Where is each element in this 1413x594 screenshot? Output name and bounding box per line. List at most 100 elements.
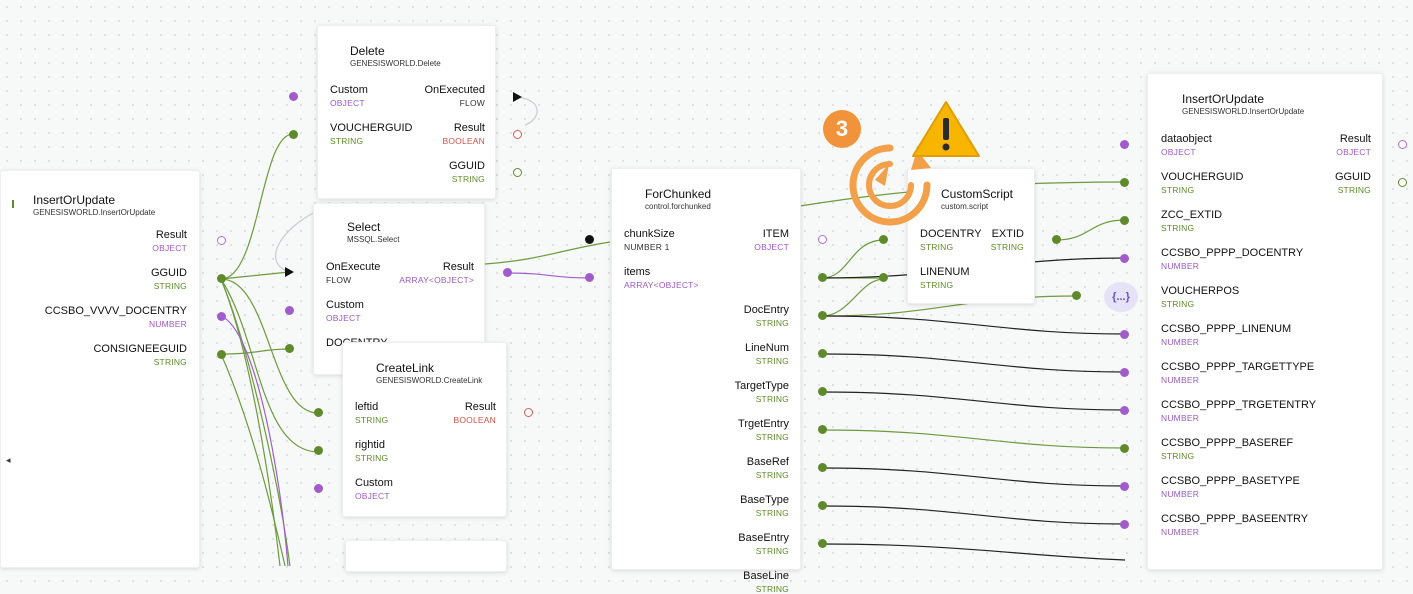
port-forchunked-items[interactable] bbox=[585, 273, 594, 282]
port-createlink-custom[interactable] bbox=[314, 484, 323, 493]
port-forchunked-baseref[interactable] bbox=[818, 425, 827, 434]
port-label-docentry: DocEntry bbox=[743, 304, 789, 316]
port-label-ccsbo-pppp-baseref: CCSBO_PPPP_BASEREF bbox=[1161, 437, 1294, 449]
port-label-onexecute: OnExecute bbox=[326, 261, 381, 273]
port-customscript-linenum[interactable] bbox=[879, 273, 888, 282]
port-type-consigneeguid: STRING bbox=[153, 357, 187, 367]
port-insert-dataobject[interactable] bbox=[1120, 140, 1129, 149]
flow-arrow-icon[interactable] bbox=[285, 267, 294, 277]
port-type-targettype: STRING bbox=[755, 394, 789, 404]
port-forchunked-chunksize[interactable] bbox=[585, 235, 594, 244]
warning-icon[interactable] bbox=[910, 98, 982, 160]
port-forchunked-docentry[interactable] bbox=[818, 273, 827, 282]
port-insert-zcc-extid[interactable] bbox=[1120, 216, 1129, 225]
port-createlink-leftid[interactable] bbox=[314, 408, 323, 417]
port-forchunked-trgetentry[interactable] bbox=[818, 387, 827, 396]
node-subtitle: GENESISWORLD.Delete bbox=[350, 59, 441, 68]
port-right-gguid[interactable] bbox=[1398, 178, 1407, 187]
port-select-result[interactable] bbox=[503, 268, 512, 277]
port-forchunked-targettype[interactable] bbox=[818, 349, 827, 358]
port-type-baseref: STRING bbox=[755, 470, 789, 480]
port-forchunked-baseline[interactable] bbox=[818, 539, 827, 548]
port-delete-gguid[interactable] bbox=[513, 168, 522, 177]
port-type-dataobject: OBJECT bbox=[1161, 147, 1196, 157]
port-right-result[interactable] bbox=[1398, 140, 1407, 149]
port-type-trgetentry: STRING bbox=[755, 432, 789, 442]
port-type-zcc-extid: STRING bbox=[1161, 223, 1195, 233]
port-type-custom: OBJECT bbox=[355, 491, 390, 501]
forchunked-node[interactable]: ForChunked control.forchunked chunkSize … bbox=[611, 168, 801, 594]
hidden-node-stub[interactable] bbox=[345, 540, 507, 572]
port-select-docentry[interactable] bbox=[285, 344, 294, 353]
port-insert-ccsbo-pppp-baseref[interactable] bbox=[1120, 444, 1129, 453]
port-type-gguid: STRING bbox=[1337, 185, 1371, 195]
port-type-docentry: STRING bbox=[755, 318, 789, 328]
port-insert-ccsbo-pppp-docentry[interactable] bbox=[1120, 254, 1129, 263]
port-type-ccsbo-pppp-docentry: NUMBER bbox=[1161, 261, 1200, 271]
port-type-ccsbo-pppp-linenum: NUMBER bbox=[1161, 337, 1200, 347]
node-subtitle: GENESISWORLD.InsertOrUpdate bbox=[1182, 107, 1305, 116]
port-type-item: OBJECT bbox=[754, 242, 789, 252]
flow-arrow-icon[interactable] bbox=[513, 92, 522, 102]
port-label-extid: EXTID bbox=[991, 228, 1024, 240]
port-customscript-docentry[interactable] bbox=[879, 235, 888, 244]
node-subtitle: GENESISWORLD.CreateLink bbox=[376, 376, 483, 385]
port-forchunked-item[interactable] bbox=[818, 235, 827, 244]
port-label-chunksize: chunkSize bbox=[624, 228, 675, 240]
port-label-ccsbo-pppp-linenum: CCSBO_PPPP_LINENUM bbox=[1161, 323, 1292, 335]
port-label-leftid: leftid bbox=[355, 401, 379, 413]
port-insert-ccsbo-pppp-linenum[interactable] bbox=[1120, 330, 1129, 339]
port-left-result[interactable] bbox=[217, 236, 226, 245]
collapse-left-icon[interactable]: ◂ bbox=[6, 455, 11, 465]
port-type-result: BOOLEAN bbox=[453, 415, 496, 425]
port-label-baseline: BaseLine bbox=[743, 570, 789, 582]
port-forchunked-linenum[interactable] bbox=[818, 311, 827, 320]
port-label-ccsbo-pppp-targettype: CCSBO_PPPP_TARGETTYPE bbox=[1161, 361, 1315, 373]
port-left-consigneeguid[interactable] bbox=[217, 350, 226, 359]
port-customscript-extid[interactable] bbox=[1052, 235, 1061, 244]
port-label-docentry: DOCENTRY bbox=[920, 228, 982, 240]
port-label-result: Result bbox=[442, 261, 474, 273]
port-label-items: items bbox=[624, 266, 651, 278]
port-type-result: BOOLEAN bbox=[442, 136, 485, 146]
json-expression-icon[interactable]: {...} bbox=[1104, 282, 1138, 312]
port-insert-ccsbo-pppp-targettype[interactable] bbox=[1120, 368, 1129, 377]
port-insert-ccsbo-pppp-baseentry[interactable] bbox=[1120, 520, 1129, 529]
node-subtitle: GENESISWORLD.InsertOrUpdate bbox=[33, 208, 156, 217]
port-type-gguid: STRING bbox=[451, 174, 485, 184]
port-delete-voucherguid[interactable] bbox=[289, 130, 298, 139]
port-left-gguid[interactable] bbox=[217, 274, 226, 283]
port-forchunked-basetype[interactable] bbox=[818, 463, 827, 472]
port-select-custom[interactable] bbox=[285, 306, 294, 315]
port-type-leftid: STRING bbox=[355, 415, 389, 425]
port-type-chunksize: NUMBER 1 bbox=[624, 242, 670, 252]
port-insert-voucherguid[interactable] bbox=[1120, 178, 1129, 187]
port-floating[interactable] bbox=[1072, 291, 1081, 300]
node-title: InsertOrUpdate bbox=[33, 193, 116, 207]
port-type-onexecute: FLOW bbox=[326, 275, 352, 285]
port-type-baseentry: STRING bbox=[755, 546, 789, 556]
port-insert-ccsbo-pppp-trgetentry[interactable] bbox=[1120, 406, 1129, 415]
refresh-icon[interactable] bbox=[845, 140, 935, 230]
port-type-linenum: STRING bbox=[755, 356, 789, 366]
port-label-zcc-extid: ZCC_EXTID bbox=[1161, 209, 1223, 221]
port-label-result: Result bbox=[155, 229, 187, 241]
port-forchunked-baseentry[interactable] bbox=[818, 501, 827, 510]
port-type-extid: STRING bbox=[990, 242, 1024, 252]
port-label-docentry: CCSBO_VVVV_DOCENTRY bbox=[44, 305, 187, 317]
port-type-ccsbo-pppp-baseref: STRING bbox=[1161, 451, 1195, 461]
port-insert-ccsbo-pppp-basetype[interactable] bbox=[1120, 482, 1129, 491]
createlink-node[interactable]: CreateLink GENESISWORLD.CreateLink lefti… bbox=[342, 342, 507, 517]
port-createlink-rightid[interactable] bbox=[314, 446, 323, 455]
delete-node[interactable]: Delete GENESISWORLD.Delete Custom OBJECT… bbox=[317, 25, 496, 199]
insertorupdate-left-node[interactable]: InsertOrUpdate GENESISWORLD.InsertOrUpda… bbox=[0, 170, 200, 568]
issue-count-badge[interactable]: 3 bbox=[823, 110, 861, 148]
port-delete-result[interactable] bbox=[513, 130, 522, 139]
node-subtitle: MSSQL.Select bbox=[347, 235, 400, 244]
insertorupdate-right-node[interactable]: InsertOrUpdate GENESISWORLD.InsertOrUpda… bbox=[1147, 73, 1383, 570]
node-subtitle: custom.script bbox=[941, 202, 989, 211]
port-delete-custom[interactable] bbox=[289, 92, 298, 101]
port-left-docentry[interactable] bbox=[217, 312, 226, 321]
port-createlink-result[interactable] bbox=[524, 408, 533, 417]
port-label-gguid: GGUID bbox=[448, 160, 485, 172]
